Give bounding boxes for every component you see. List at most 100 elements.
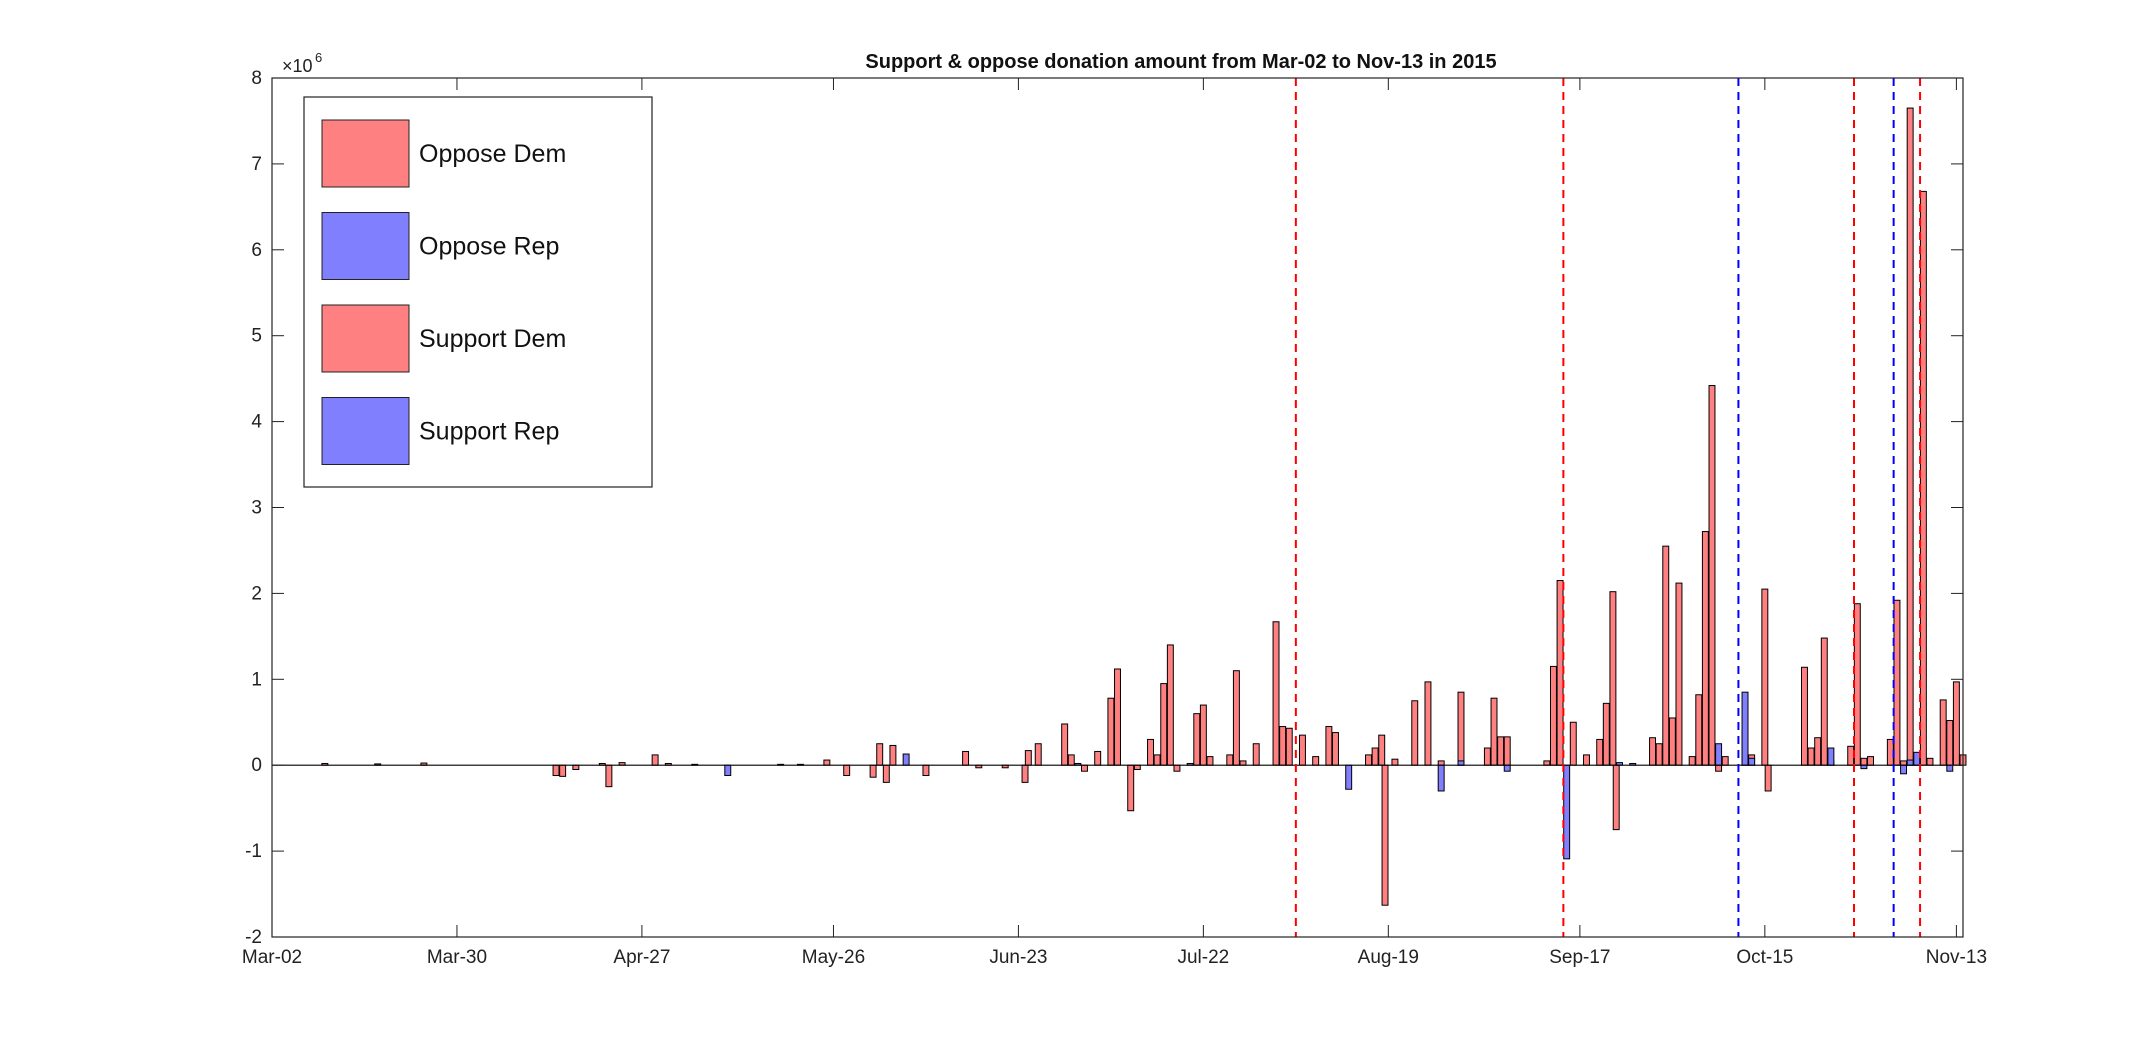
bar-red bbox=[1365, 754, 1372, 766]
bar-red bbox=[1609, 591, 1617, 766]
legend-label: Support Dem bbox=[419, 325, 566, 353]
legend-label: Oppose Rep bbox=[419, 233, 559, 261]
bar-red bbox=[605, 764, 613, 788]
bar-red bbox=[1424, 681, 1432, 766]
bar-red bbox=[1153, 754, 1161, 766]
bar-red bbox=[1193, 713, 1201, 766]
bar-blue bbox=[1906, 759, 1914, 766]
bar-red bbox=[1114, 668, 1121, 766]
legend-swatch bbox=[321, 304, 410, 373]
bar-red bbox=[1490, 697, 1498, 766]
legend-swatch bbox=[321, 212, 410, 280]
chart-title: Support & oppose donation amount from Ma… bbox=[865, 51, 1496, 73]
x-tick-label: Aug-19 bbox=[1358, 947, 1419, 968]
bar-red bbox=[1166, 644, 1174, 766]
bar-red bbox=[1081, 764, 1088, 772]
bar-red bbox=[1024, 750, 1032, 766]
x-tick-label: Oct-15 bbox=[1736, 947, 1793, 968]
bar-blue bbox=[1715, 743, 1723, 766]
legend-label: Support Rep bbox=[419, 418, 559, 446]
bar-red bbox=[1239, 760, 1247, 766]
x-tick-label: Mar-02 bbox=[242, 947, 302, 968]
y-tick-label: -2 bbox=[245, 927, 262, 948]
bar-red bbox=[1133, 764, 1141, 770]
x-tick-label: Apr-27 bbox=[613, 947, 670, 968]
bar-red bbox=[1252, 743, 1260, 766]
bar-red bbox=[1926, 757, 1934, 766]
bar-red bbox=[889, 744, 897, 766]
bar-red bbox=[1952, 681, 1960, 766]
bar-red bbox=[1411, 700, 1419, 766]
event-lines bbox=[1294, 78, 1922, 937]
x-tick-label: Mar-30 bbox=[427, 947, 487, 968]
bar-red bbox=[552, 764, 560, 777]
bar-red bbox=[1371, 747, 1379, 766]
bar-red bbox=[1061, 723, 1069, 766]
bar-red bbox=[1543, 760, 1551, 766]
bar-red bbox=[1160, 683, 1168, 766]
y-tick-label: 2 bbox=[251, 583, 262, 604]
bar-red bbox=[1583, 754, 1590, 766]
bars-layer bbox=[272, 107, 1967, 906]
bar-red bbox=[1649, 737, 1657, 766]
x-tick-label: May-26 bbox=[802, 947, 865, 968]
bar-red bbox=[1860, 757, 1868, 766]
bar-red bbox=[1695, 694, 1703, 766]
x-tick-label: Jul-22 bbox=[1177, 947, 1229, 968]
bar-red bbox=[1034, 743, 1042, 766]
bar-red bbox=[559, 764, 567, 777]
bar-red bbox=[1668, 717, 1676, 766]
bar-red bbox=[1853, 603, 1861, 766]
bar-red bbox=[1107, 697, 1115, 766]
bar-red bbox=[1701, 531, 1709, 766]
bar-red bbox=[1391, 758, 1399, 766]
bar-red bbox=[1807, 747, 1815, 766]
bar-red bbox=[1675, 582, 1683, 766]
y-multiplier-exponent: 6 bbox=[315, 50, 322, 65]
y-tick-label: 0 bbox=[251, 755, 262, 776]
x-tick-label: Nov-13 bbox=[1926, 947, 1987, 968]
bar-blue bbox=[1748, 757, 1756, 766]
x-tick-label: Jun-23 bbox=[989, 947, 1047, 968]
bar-red bbox=[1919, 190, 1927, 766]
bar-red bbox=[869, 764, 877, 778]
bar-red bbox=[1298, 734, 1306, 766]
bar-red bbox=[1272, 621, 1280, 766]
y-tick-label: -1 bbox=[245, 841, 262, 862]
bar-red bbox=[1381, 764, 1389, 906]
bar-red bbox=[1893, 599, 1901, 766]
axes: -2 -1 0 1 2 3 4 5 6 7 8 Mar-02 Mar-30 Apr-27 May-26 Jun… bbox=[242, 50, 1987, 968]
bar-red bbox=[1094, 750, 1102, 766]
bar-red bbox=[1206, 756, 1214, 766]
bar-red bbox=[651, 754, 659, 766]
y-tick-label: 1 bbox=[251, 669, 262, 690]
bar-red bbox=[1906, 107, 1914, 766]
bar-blue bbox=[1437, 764, 1445, 792]
bar-red bbox=[1946, 720, 1954, 766]
bar-red bbox=[1437, 760, 1445, 766]
legend-swatch bbox=[321, 397, 410, 465]
bar-blue bbox=[1345, 764, 1353, 790]
bar-blue bbox=[724, 764, 732, 777]
bar-red bbox=[1232, 670, 1240, 766]
bar-blue bbox=[1827, 747, 1835, 766]
y-tick-label: 3 bbox=[251, 498, 262, 519]
bar-blue bbox=[1457, 760, 1465, 766]
bar-red bbox=[1483, 747, 1491, 766]
bar-red bbox=[962, 750, 970, 766]
bar-red bbox=[843, 764, 851, 777]
legend: Oppose Dem Oppose Rep Support Dem Support R… bbox=[303, 96, 653, 488]
bar-red bbox=[1612, 764, 1620, 831]
bar-blue bbox=[1503, 764, 1511, 772]
bar-red bbox=[1867, 756, 1874, 766]
bar-red bbox=[1715, 764, 1723, 772]
bar-red bbox=[1226, 754, 1234, 766]
y-tick-label: 8 bbox=[251, 68, 262, 89]
bar-red bbox=[1378, 734, 1386, 766]
bar-blue bbox=[1913, 751, 1921, 766]
bar-red bbox=[572, 764, 580, 770]
bar-red bbox=[1900, 760, 1908, 766]
bar-red bbox=[1721, 756, 1729, 766]
y-tick-label: 7 bbox=[251, 154, 262, 175]
bar-red bbox=[1602, 702, 1610, 766]
